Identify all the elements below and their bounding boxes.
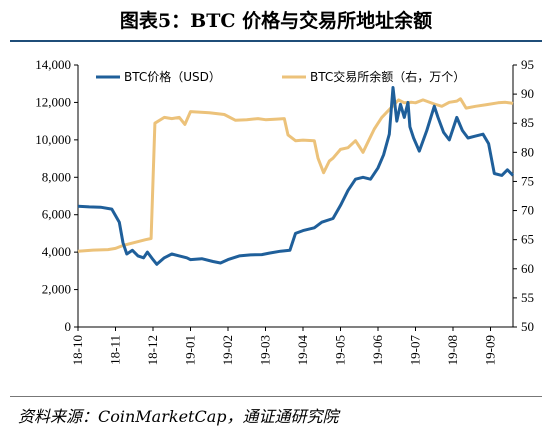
chart-title: 图表5：BTC 价格与交易所地址余额 bbox=[119, 10, 433, 32]
x-tick-label: 19-04 bbox=[295, 335, 310, 366]
x-tick-label: 18-12 bbox=[145, 335, 160, 365]
left-tick-label: 14,000 bbox=[35, 57, 71, 72]
right-axis: 50 55 60 65 70 75 80 85 90 95 bbox=[512, 57, 534, 334]
legend-label: BTC交易所余额（右，万个） bbox=[310, 69, 465, 84]
x-tick-label: 18-10 bbox=[70, 335, 85, 365]
right-tick-label: 90 bbox=[521, 86, 534, 101]
source-divider bbox=[10, 396, 542, 397]
left-axis: 0 2,000 4,000 6,000 8,000 10,000 12,000 14,000 bbox=[35, 57, 79, 334]
x-tick-label: 19-06 bbox=[370, 335, 385, 366]
right-tick-label: 50 bbox=[521, 319, 534, 334]
left-tick-label: 4,000 bbox=[42, 244, 71, 259]
x-tick-label: 19-02 bbox=[220, 335, 235, 365]
x-axis: 18-10 18-11 18-12 19-01 19-02 19-03 19-04 19-05… bbox=[70, 326, 513, 366]
title-divider bbox=[10, 40, 542, 42]
right-tick-label: 75 bbox=[521, 173, 534, 188]
price-series-line bbox=[77, 86, 515, 266]
x-tick-label: 19-09 bbox=[483, 335, 498, 365]
legend: BTC价格（USD） BTC交易所余额（右，万个） bbox=[96, 69, 465, 84]
x-tick-label: 19-03 bbox=[258, 335, 273, 365]
right-tick-label: 70 bbox=[521, 203, 534, 218]
right-tick-label: 55 bbox=[521, 290, 534, 305]
right-tick-label: 60 bbox=[521, 261, 534, 276]
x-tick-label: 19-07 bbox=[408, 335, 423, 366]
legend-label: BTC价格（USD） bbox=[124, 69, 221, 84]
left-tick-label: 12,000 bbox=[35, 94, 71, 109]
x-tick-label: 18-11 bbox=[108, 335, 123, 365]
x-tick-label: 19-01 bbox=[183, 335, 198, 365]
x-tick-label: 19-08 bbox=[445, 335, 460, 365]
left-tick-label: 6,000 bbox=[42, 207, 71, 222]
right-tick-label: 65 bbox=[521, 232, 534, 247]
right-tick-label: 95 bbox=[521, 57, 534, 72]
right-tick-label: 80 bbox=[521, 144, 534, 159]
left-tick-label: 2,000 bbox=[42, 282, 71, 297]
balance-series-line bbox=[77, 97, 514, 253]
series-layer bbox=[77, 86, 515, 266]
left-tick-label: 8,000 bbox=[42, 169, 71, 184]
left-tick-label: 10,000 bbox=[35, 132, 71, 147]
source-note: 资料来源：CoinMarketCap，通证通研究院 bbox=[18, 407, 339, 426]
right-tick-label: 85 bbox=[521, 115, 534, 130]
left-tick-label: 0 bbox=[65, 319, 72, 334]
chart-svg: 02,0004,0006,0008,00010,00012,00014,000 … bbox=[35, 57, 534, 366]
x-tick-label: 19-05 bbox=[333, 335, 348, 365]
